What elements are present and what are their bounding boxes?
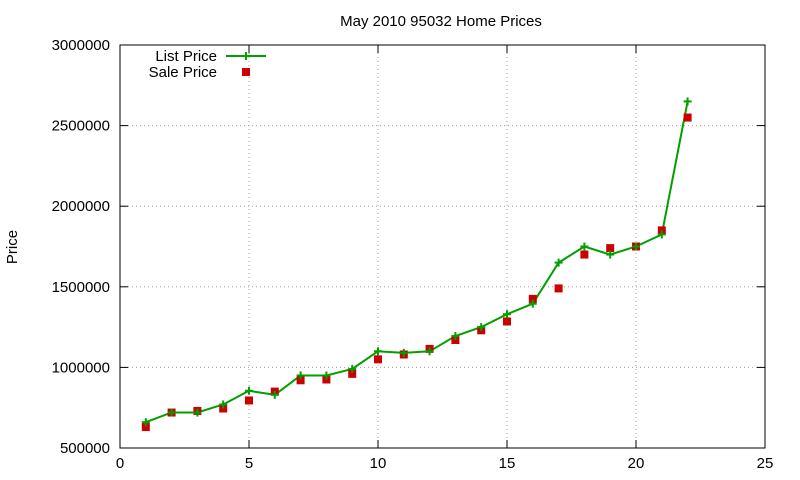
sale-price-point: [606, 244, 615, 253]
legend-sale-price-marker: [242, 68, 250, 76]
y-axis-label: Price: [4, 230, 21, 264]
y-tick-label: 2500000: [52, 118, 110, 135]
x-tick-label: 0: [116, 455, 124, 472]
legend-list-price-marker: [242, 52, 250, 60]
sale-price-point: [451, 335, 460, 344]
list-price-point: [580, 242, 589, 251]
list-price-point: [141, 418, 150, 427]
sale-price-point: [245, 396, 253, 405]
y-tick-label: 1000000: [52, 359, 110, 376]
list-price-point: [503, 310, 511, 319]
list-price-line: [145, 101, 689, 424]
sale-price-point: [219, 404, 228, 413]
x-tick-label: 20: [628, 455, 645, 472]
list-price-point: [632, 242, 640, 251]
list-price-point: [425, 347, 434, 356]
series: [141, 97, 692, 432]
y-tick-label: 500000: [60, 440, 110, 457]
legend-sale-price-label: Sale Price: [149, 64, 217, 81]
sale-price-point: [657, 226, 666, 235]
list-price-point: [657, 230, 666, 239]
list-price-point: [348, 365, 357, 374]
y-tick-label: 2000000: [52, 198, 110, 215]
list-price-point: [193, 408, 202, 417]
x-tick-label: 15: [499, 455, 516, 472]
sale-price-point: [503, 317, 511, 326]
sale-price-point: [683, 113, 692, 122]
list-price-point: [451, 331, 460, 340]
sale-price-point: [374, 355, 382, 364]
sale-price-point: [580, 250, 589, 259]
sale-price-point: [554, 284, 563, 293]
list-price-point: [245, 386, 253, 395]
list-price-point: [477, 323, 486, 332]
chart-title: May 2010 95032 Home Prices: [340, 13, 542, 30]
sale-price-point: [348, 369, 357, 378]
list-price-point: [374, 347, 382, 356]
list-price-point: [528, 299, 537, 308]
list-price-point: [606, 250, 615, 259]
list-price-point: [322, 371, 331, 380]
axis-ticks: [119, 44, 766, 449]
plot-border: [119, 44, 766, 449]
x-tick-label: 10: [370, 455, 387, 472]
y-tick-label: 3000000: [52, 37, 110, 54]
list-price-point: [296, 371, 305, 380]
legend: List Price Sale Price: [149, 48, 266, 81]
y-tick-label: 1500000: [52, 279, 110, 296]
legend-list-price-label: List Price: [155, 48, 217, 65]
list-price-point: [683, 97, 692, 106]
grid: [120, 45, 765, 448]
list-price-point: [399, 348, 408, 357]
list-price-point: [219, 400, 228, 409]
sale-price-point: [528, 294, 537, 303]
tick-labels: 0 5 10 15 20 25 500000 1000000 1500000 2000000 250…: [52, 37, 774, 472]
list-price-point: [554, 258, 563, 267]
x-tick-label: 5: [245, 455, 253, 472]
sale-price-point: [141, 423, 150, 432]
x-tick-label: 25: [757, 455, 774, 472]
list-price-point: [270, 390, 279, 399]
list-price-point: [167, 408, 176, 417]
sale-price-point: [322, 375, 331, 384]
sale-price-point: [296, 376, 305, 385]
